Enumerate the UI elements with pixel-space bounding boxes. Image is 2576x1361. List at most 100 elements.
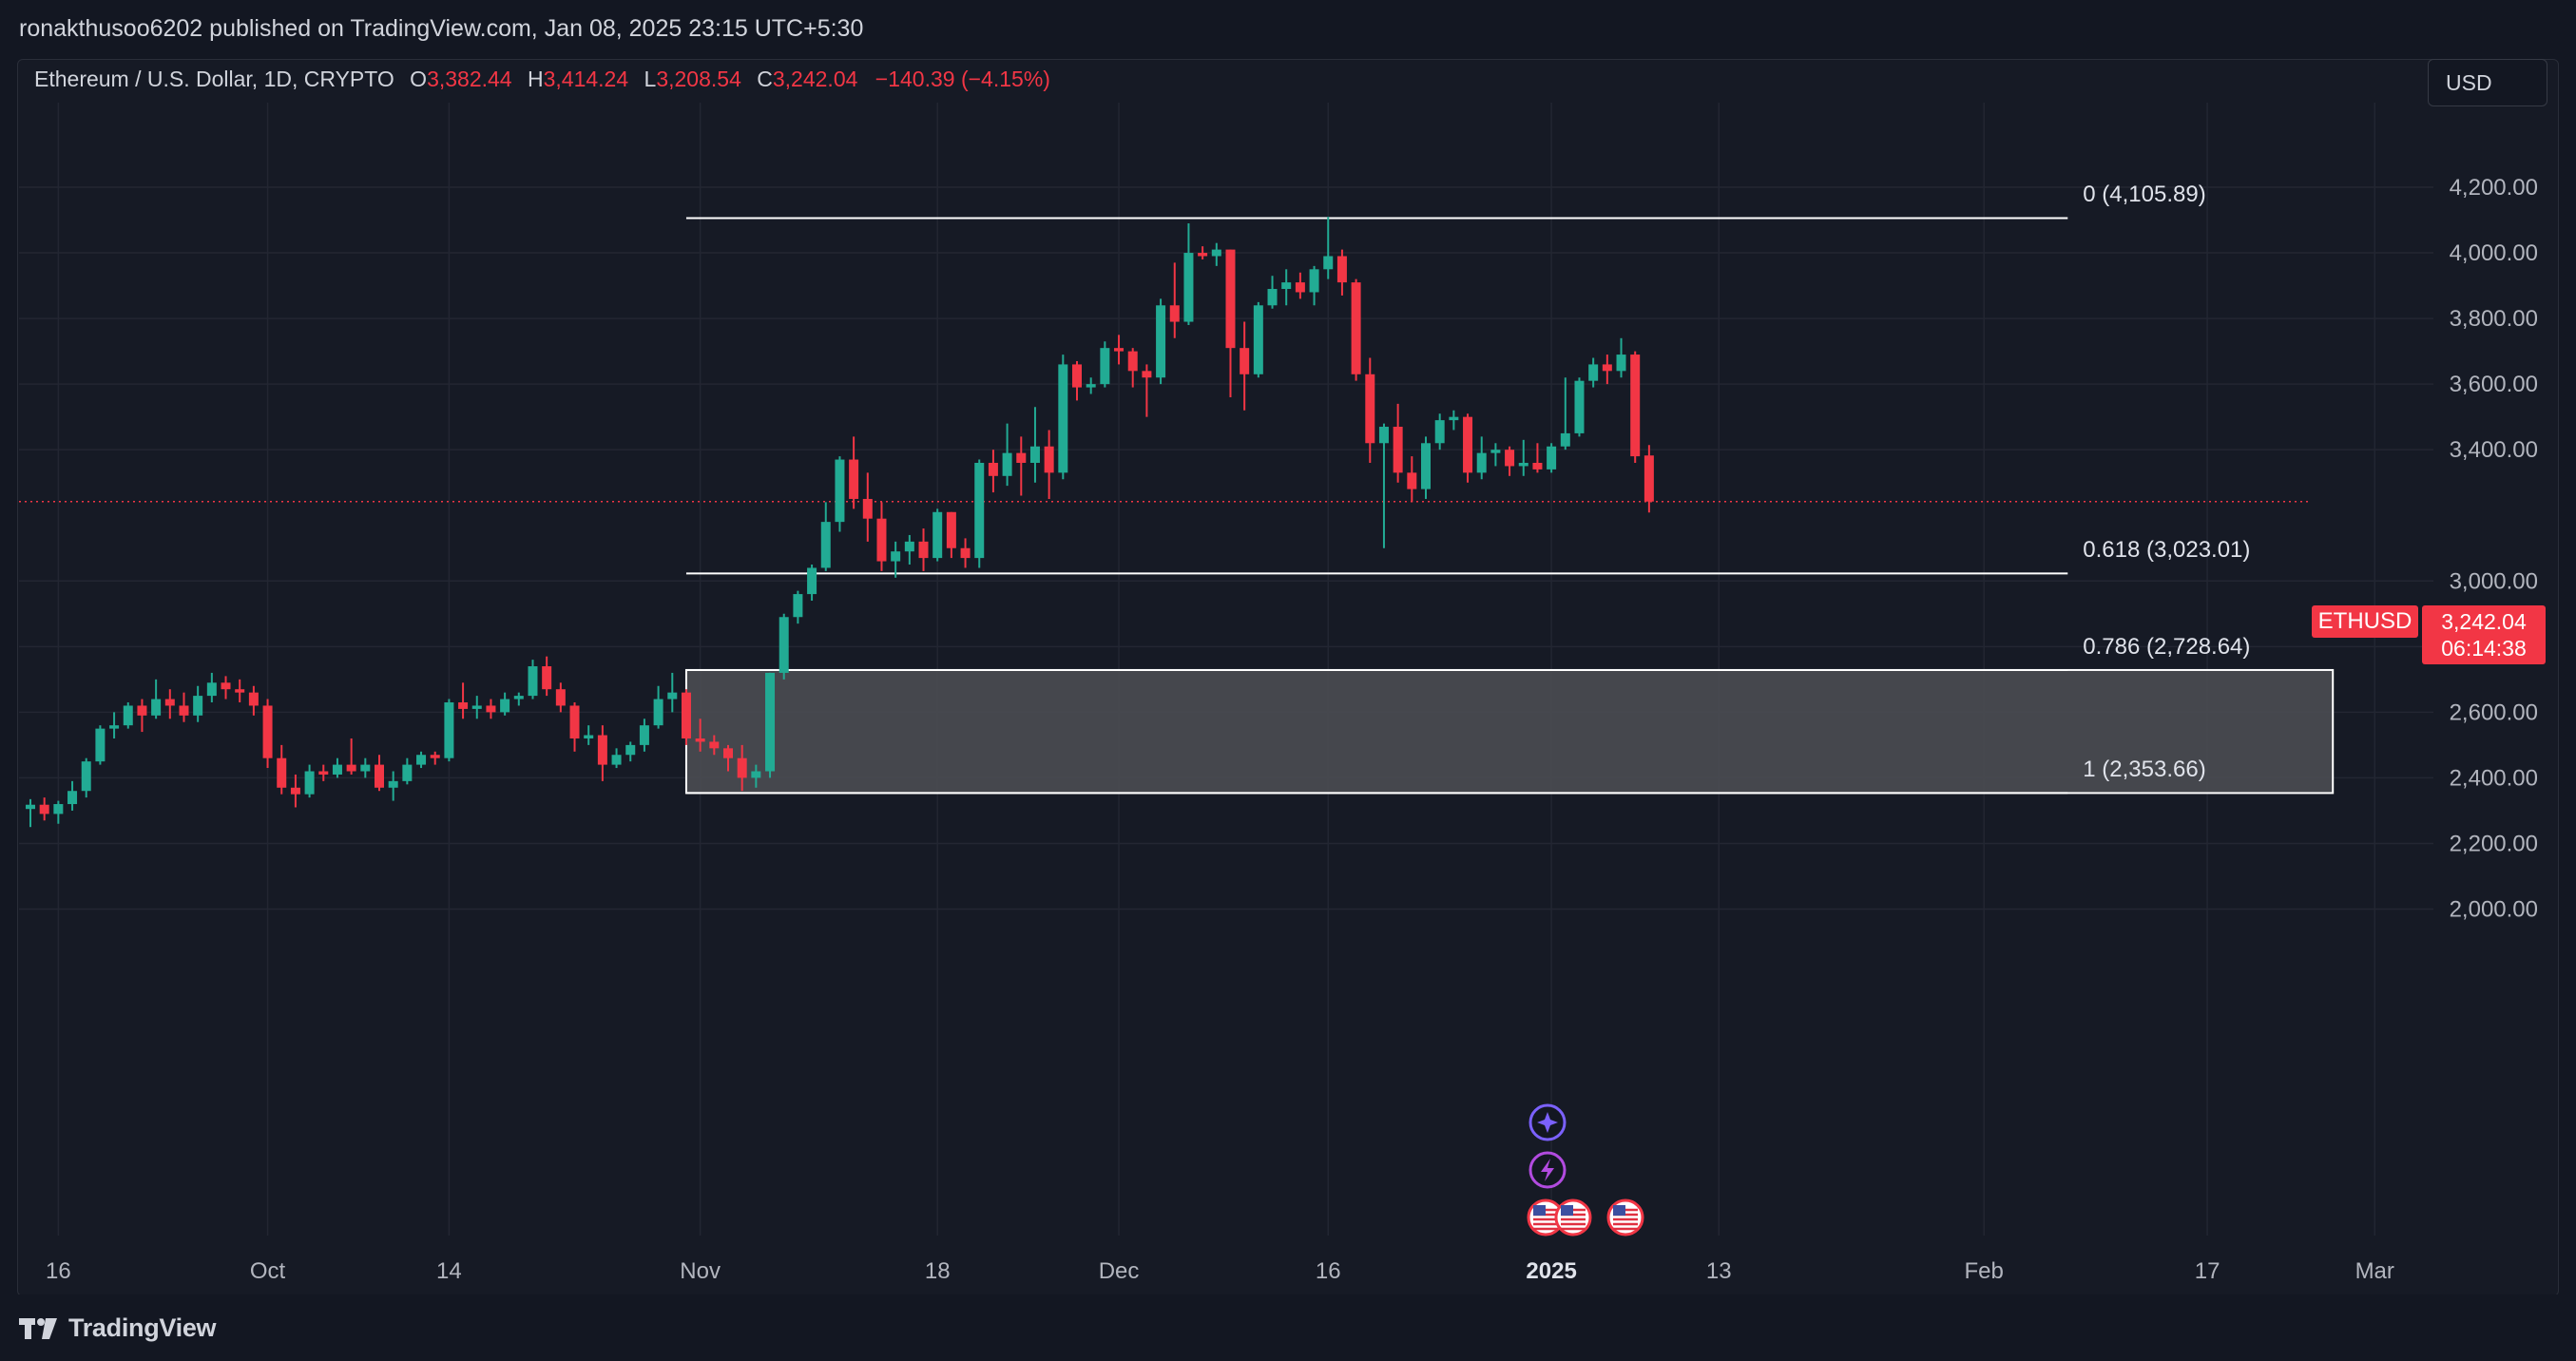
tradingview-logo[interactable]: TradingView <box>19 1313 217 1343</box>
candle-body <box>1449 416 1459 421</box>
candle-body <box>1002 452 1012 476</box>
candle-body <box>1127 351 1138 372</box>
candle-body <box>1393 427 1403 473</box>
y-tick-label: 3,600.00 <box>2450 372 2538 397</box>
candle-body <box>81 761 91 792</box>
flag-canton <box>1613 1205 1625 1216</box>
candle-body <box>500 699 510 713</box>
candle-body <box>918 541 929 559</box>
symbol-title[interactable]: Ethereum / U.S. Dollar, 1D, CRYPTO <box>34 67 394 91</box>
candle-body <box>318 771 329 775</box>
candle-body <box>277 757 287 788</box>
candle-body <box>1490 450 1501 453</box>
candle-body <box>835 459 845 523</box>
candle-body <box>1351 282 1361 374</box>
candle-body <box>444 702 454 758</box>
candle-body <box>1616 355 1626 372</box>
candle-body <box>932 511 943 559</box>
candle-body <box>1044 446 1054 473</box>
open-value: 3,382.44 <box>427 67 512 91</box>
candle-body <box>471 705 482 709</box>
candle-body <box>290 787 300 795</box>
candle-body <box>67 791 78 805</box>
candle-body <box>1086 384 1096 388</box>
candle-body <box>793 594 803 618</box>
candle-body <box>1560 432 1570 447</box>
low-label: L <box>644 67 657 91</box>
candle-body <box>1421 443 1431 489</box>
candle-body <box>1029 446 1040 463</box>
candle-body <box>1198 253 1208 257</box>
candle-body <box>193 696 203 716</box>
candle-body <box>584 735 594 738</box>
candle-body <box>904 541 914 552</box>
candle-body <box>248 692 259 706</box>
candle-body <box>625 744 636 756</box>
candle-body <box>430 755 440 758</box>
open-label: O <box>410 67 428 91</box>
ohlc-legend: Ethereum / U.S. Dollar, 1D, CRYPTO O3,38… <box>34 67 1050 92</box>
candle-body <box>206 682 217 697</box>
candle-body <box>1100 348 1110 385</box>
candle-body <box>1058 364 1068 473</box>
y-tick-label: 2,600.00 <box>2450 700 2538 725</box>
sparkle-shape <box>1537 1112 1558 1133</box>
candle-body <box>1407 472 1417 489</box>
candle-body <box>709 741 720 749</box>
x-tick-label: Oct <box>250 1258 286 1284</box>
candle-body <box>1588 364 1599 381</box>
candle-body <box>1309 269 1319 293</box>
candle-body <box>891 551 901 562</box>
bolt-shape <box>1541 1159 1554 1181</box>
candle-body <box>95 728 106 762</box>
candle-body <box>1295 282 1305 293</box>
x-tick-label: 13 <box>1706 1258 1732 1284</box>
candle-body <box>179 705 189 716</box>
low-value: 3,208.54 <box>656 67 741 91</box>
x-tick-label: 2025 <box>1526 1258 1576 1284</box>
candle-body <box>262 705 273 758</box>
last-price-badge: 3,242.04 06:14:38 <box>2422 605 2546 664</box>
change-value: −140.39 (−4.15%) <box>875 67 1050 91</box>
candle-body <box>653 699 663 726</box>
candle-body <box>416 755 427 765</box>
y-tick-label: 4,000.00 <box>2450 240 2538 266</box>
candle-body <box>109 725 120 729</box>
currency-button[interactable]: USD <box>2428 59 2547 106</box>
candle-body <box>988 462 998 476</box>
candle-body <box>360 764 371 772</box>
candle-body <box>974 462 985 559</box>
candle-body <box>1518 462 1528 467</box>
high-value: 3,414.24 <box>543 67 629 91</box>
candle-body <box>1072 364 1082 388</box>
candle-body <box>862 498 873 519</box>
ticker-badge: ETHUSD <box>2312 605 2418 638</box>
flag-canton <box>1533 1205 1546 1216</box>
fib-label-1: 1 (2,353.66) <box>2083 757 2206 783</box>
x-tick-label: Feb <box>1965 1258 2004 1284</box>
high-label: H <box>527 67 544 91</box>
candle-body <box>639 725 649 745</box>
candle-body <box>1336 256 1347 283</box>
candle-body <box>1630 355 1641 457</box>
candle-body <box>1016 452 1027 463</box>
published-text: ronakthusoo6202 published on TradingView… <box>19 15 864 42</box>
candle-body <box>1142 371 1152 378</box>
candle-body <box>1378 427 1389 444</box>
last-price-value: 3,242.04 <box>2441 609 2527 634</box>
candle-body <box>555 689 566 706</box>
footer-bar <box>0 1294 2576 1361</box>
candle-body <box>1365 374 1375 444</box>
candle-body <box>235 689 245 693</box>
candle-body <box>123 705 133 726</box>
x-tick-label: 14 <box>436 1258 462 1284</box>
candle-body <box>1253 305 1263 374</box>
x-tick-label: 16 <box>1316 1258 1341 1284</box>
fib-zone-box[interactable] <box>684 668 2335 795</box>
close-value: 3,242.04 <box>772 67 858 91</box>
candle-body <box>513 696 524 700</box>
candle-body <box>1547 446 1557 470</box>
x-tick-label: 18 <box>925 1258 951 1284</box>
candle-body <box>1602 364 1612 372</box>
